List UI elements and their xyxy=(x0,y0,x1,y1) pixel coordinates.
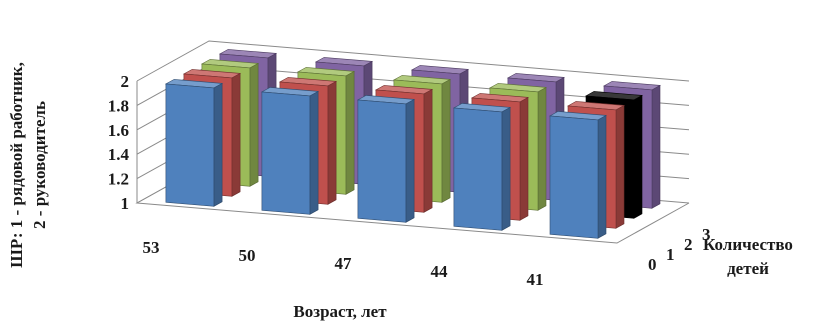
bar-front xyxy=(165,83,215,207)
y-axis-title-line-1: ШР: 1 - рядовой работник, xyxy=(7,62,26,268)
x-tick-label: 50 xyxy=(239,246,256,265)
x-tick-label: 41 xyxy=(527,270,544,289)
chart-bars xyxy=(164,49,661,239)
y-tick-label: 1.8 xyxy=(108,96,129,115)
y-tick-label: 2 xyxy=(121,72,130,91)
bar-front xyxy=(549,115,599,239)
y-tick-label: 1.4 xyxy=(108,145,130,164)
x-tick-label: 47 xyxy=(335,254,353,273)
bar-side xyxy=(615,104,625,229)
y-tick-label: 1.6 xyxy=(108,121,129,140)
x-axis-title: Возраст, лет xyxy=(293,302,387,321)
bar-age-44-children-0 xyxy=(452,103,512,231)
bar-side xyxy=(423,88,433,213)
z-tick-label: 1 xyxy=(666,245,675,264)
bar-age-41-children-0 xyxy=(549,111,607,239)
gridline xyxy=(136,40,690,82)
bar-side xyxy=(231,72,241,197)
bar-front xyxy=(357,99,407,223)
y-axis-ticks: 1 1.2 1.4 1.6 1.8 2 xyxy=(108,72,130,213)
z-tick-label: 3 xyxy=(702,225,711,244)
bar-side xyxy=(597,114,607,239)
bar-front xyxy=(453,107,503,231)
x-tick-label: 53 xyxy=(143,238,160,257)
x-axis-ticks: 53 50 47 44 41 xyxy=(143,238,544,289)
bar-side xyxy=(249,62,259,187)
bar-side xyxy=(441,78,451,203)
z-axis-title-line-2: детей xyxy=(727,259,769,278)
bar-side xyxy=(345,70,355,195)
bar-side xyxy=(651,84,661,209)
bar-side xyxy=(327,80,337,205)
y-axis-title-line-2: 2 - руководитель xyxy=(30,101,49,229)
bar-side xyxy=(213,82,223,207)
z-tick-label: 2 xyxy=(684,235,693,254)
z-tick-label: 0 xyxy=(648,255,657,274)
x-tick-label: 44 xyxy=(431,262,449,281)
bar-side xyxy=(633,94,643,219)
bar-side xyxy=(501,106,511,231)
bar-front xyxy=(261,91,311,215)
bar-age-50-children-0 xyxy=(260,87,320,215)
bar-side xyxy=(405,98,415,223)
y-tick-label: 1.2 xyxy=(108,170,129,189)
bar-age-53-children-0 xyxy=(164,79,224,207)
y-tick-label: 1 xyxy=(121,194,130,213)
bar-side xyxy=(537,86,547,211)
bar-side xyxy=(519,96,529,221)
z-axis-title-line-1: Количество xyxy=(703,235,793,254)
bar-age-47-children-0 xyxy=(356,95,416,223)
bar-side xyxy=(309,90,319,215)
